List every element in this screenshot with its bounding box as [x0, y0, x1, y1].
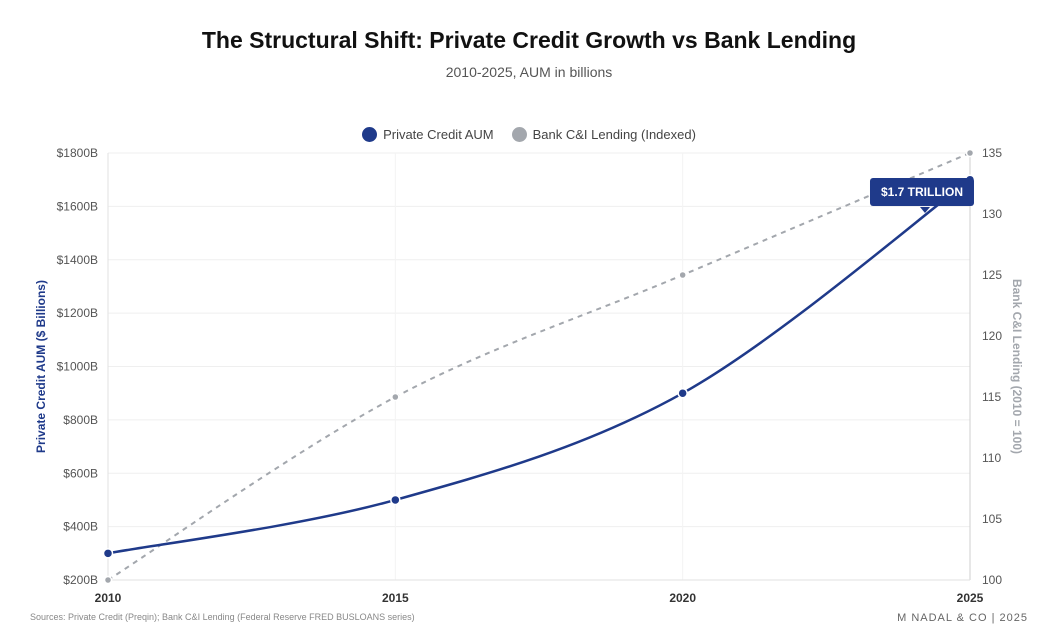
y-left-tick-label-6: $1400B	[57, 253, 98, 267]
y-left-tick-label-1: $400B	[63, 520, 98, 534]
series-line-bank-lending	[107, 152, 971, 581]
annotation-callout: $1.7 TRILLION	[869, 177, 975, 206]
legend-label-bank-lending: Bank C&I Lending (Indexed)	[532, 127, 696, 142]
data-point-private-credit-0	[102, 548, 114, 559]
data-point-bank-lending-3	[965, 148, 975, 158]
y-left-axis-title: Private Credit AUM ($ Billions)	[34, 280, 48, 453]
y-left-tick-label-3: $800B	[63, 413, 98, 427]
x-tick-label-3: 2025	[957, 591, 984, 605]
y-left-tick-label-8: $1800B	[57, 146, 98, 160]
data-point-private-credit-1	[390, 494, 401, 506]
y-right-tick-label-0: 100	[982, 573, 1002, 587]
brand-label: M NADAL & CO | 2025	[897, 612, 1028, 624]
data-point-bank-lending-2	[678, 270, 687, 280]
source-note: Sources: Private Credit (Preqin); Bank C…	[30, 612, 415, 622]
legend-item-bank-lending[interactable]: Bank C&I Lending (Indexed)	[511, 127, 696, 142]
legend-item-private-credit[interactable]: Private Credit AUM	[362, 127, 494, 142]
y-left-tick-label-0: $200B	[63, 573, 98, 587]
chart-legend: Private Credit AUM Bank C&I Lending (Ind…	[0, 127, 1058, 142]
legend-swatch-bank-lending	[511, 127, 527, 142]
y-left-tick-label-7: $1600B	[57, 199, 98, 213]
data-point-bank-lending-1	[391, 392, 400, 402]
y-left-tick-label-4: $1000B	[57, 360, 98, 374]
y-right-tick-label-3: 115	[982, 390, 1001, 404]
y-right-axis-title: Bank C&I Lending (2010 = 100)	[1010, 279, 1024, 454]
chart-title: The Structural Shift: Private Credit Gro…	[201, 27, 857, 53]
y-left-tick-label-5: $1200B	[57, 306, 98, 320]
data-point-bank-lending-0	[103, 575, 113, 585]
x-tick-label-1: 2015	[382, 591, 409, 605]
y-right-tick-label-7: 135	[982, 146, 1002, 160]
data-point-private-credit-2	[677, 387, 688, 399]
x-tick-label-0: 2010	[95, 591, 122, 605]
y-right-tick-label-6: 130	[982, 207, 1002, 221]
y-right-tick-label-1: 105	[982, 512, 1002, 526]
legend-label-private-credit: Private Credit AUM	[383, 127, 494, 142]
y-left-tick-label-2: $600B	[63, 466, 98, 480]
y-right-tick-label-4: 120	[982, 329, 1002, 343]
legend-swatch-private-credit	[362, 127, 378, 142]
y-right-tick-label-5: 125	[982, 268, 1002, 282]
x-tick-label-2: 2020	[669, 591, 696, 605]
annotation-callout-arrow	[920, 206, 930, 213]
series-line-private-credit	[107, 178, 971, 555]
chart-subtitle: 2010-2025, AUM in billions	[445, 64, 613, 80]
y-right-tick-label-2: 110	[982, 451, 1001, 465]
